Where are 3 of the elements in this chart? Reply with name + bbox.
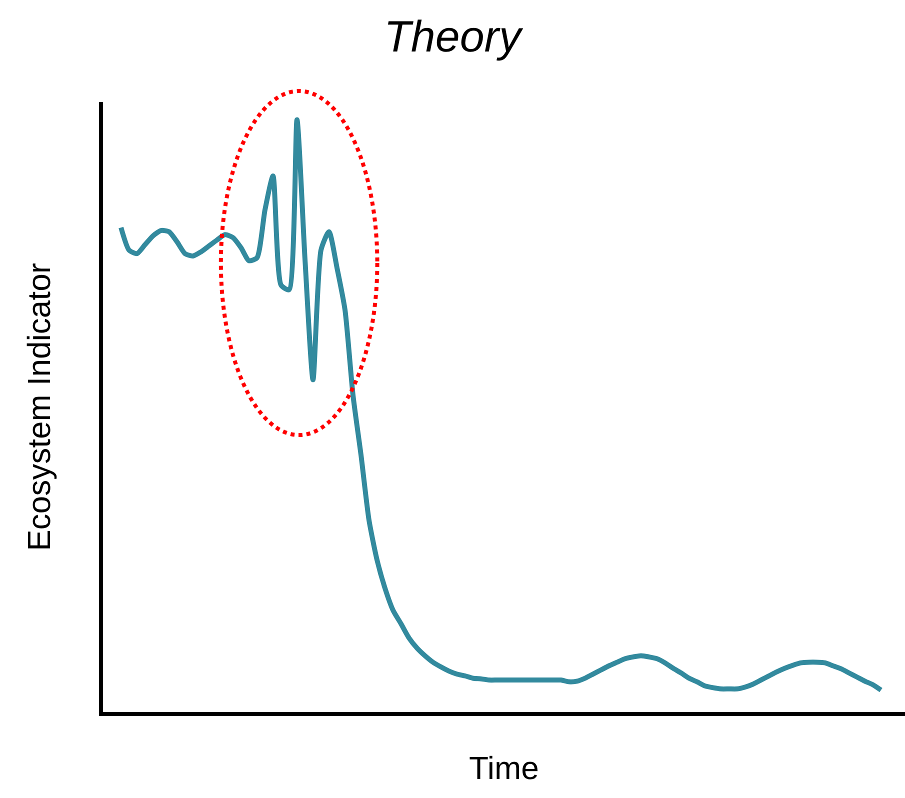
y-axis-title: Ecosystem Indicator [20, 262, 57, 552]
x-axis-title: Time [469, 750, 539, 786]
chart-title: Theory [384, 12, 524, 62]
